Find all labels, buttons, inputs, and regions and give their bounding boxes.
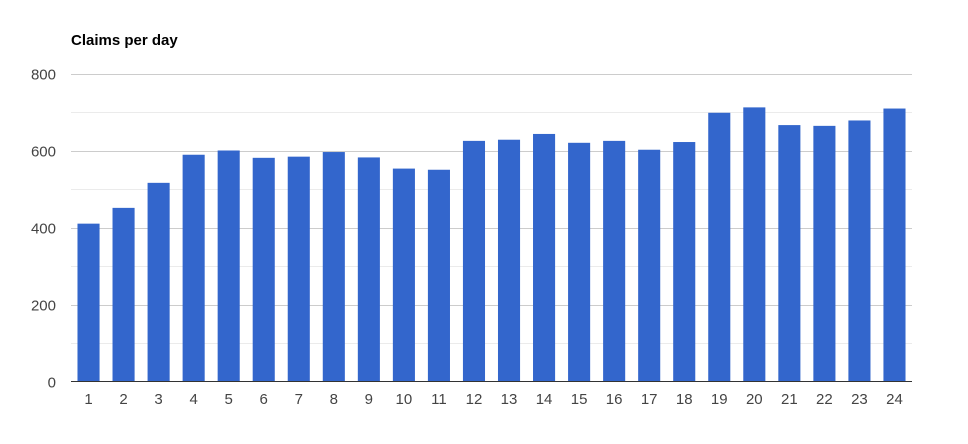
x-tick-label: 6 <box>260 391 268 408</box>
chart-title: Claims per day <box>71 32 178 49</box>
bars <box>77 107 906 382</box>
x-tick-label: 18 <box>676 391 693 408</box>
bar-22 <box>813 125 836 382</box>
bar-19 <box>708 112 731 382</box>
x-tick-label: 4 <box>189 391 197 408</box>
bar-11 <box>427 169 450 382</box>
x-tick-label: 21 <box>781 391 798 408</box>
bar-1 <box>77 223 100 382</box>
x-tick-label: 2 <box>119 391 127 408</box>
x-tick-label: 14 <box>536 391 553 408</box>
bar-17 <box>638 149 661 382</box>
y-tick-label: 400 <box>31 221 56 238</box>
y-tick-label: 800 <box>31 67 56 84</box>
bar-23 <box>848 120 871 382</box>
bar-9 <box>357 157 380 382</box>
bar-7 <box>287 156 310 382</box>
bar-20 <box>743 107 766 382</box>
bar-6 <box>252 157 275 382</box>
bar-16 <box>603 140 626 382</box>
x-tick-label: 8 <box>330 391 338 408</box>
x-tick-label: 5 <box>225 391 233 408</box>
x-tick-label: 24 <box>886 391 903 408</box>
x-tick-label: 10 <box>396 391 413 408</box>
x-tick-label: 19 <box>711 391 728 408</box>
bar-21 <box>778 125 801 382</box>
bar-14 <box>533 133 556 382</box>
y-tick-label: 0 <box>48 375 56 392</box>
x-tick-label: 22 <box>816 391 833 408</box>
bar-3 <box>147 182 170 382</box>
x-tick-label: 23 <box>851 391 868 408</box>
x-tick-label: 20 <box>746 391 763 408</box>
bar-12 <box>462 140 486 382</box>
x-tick-label: 7 <box>295 391 303 408</box>
bar-18 <box>673 142 696 382</box>
gridlines <box>71 74 912 344</box>
bar-8 <box>322 152 345 382</box>
bar-13 <box>497 139 521 382</box>
x-tick-label: 11 <box>431 391 447 408</box>
y-tick-label: 600 <box>31 144 56 161</box>
bar-24 <box>883 108 906 382</box>
bar-10 <box>392 168 415 382</box>
bar-2 <box>112 207 135 382</box>
x-tick-label: 15 <box>571 391 588 408</box>
x-tick-label: 17 <box>641 391 658 408</box>
bar-5 <box>217 150 240 382</box>
x-tick-label: 9 <box>365 391 373 408</box>
x-tick-label: 13 <box>501 391 518 408</box>
bar-4 <box>182 154 205 382</box>
x-tick-label: 16 <box>606 391 623 408</box>
x-tick-label: 12 <box>466 391 483 408</box>
y-tick-label: 200 <box>31 298 56 315</box>
bar-15 <box>568 142 591 382</box>
x-tick-label: 3 <box>154 391 162 408</box>
x-tick-label: 1 <box>84 391 92 408</box>
